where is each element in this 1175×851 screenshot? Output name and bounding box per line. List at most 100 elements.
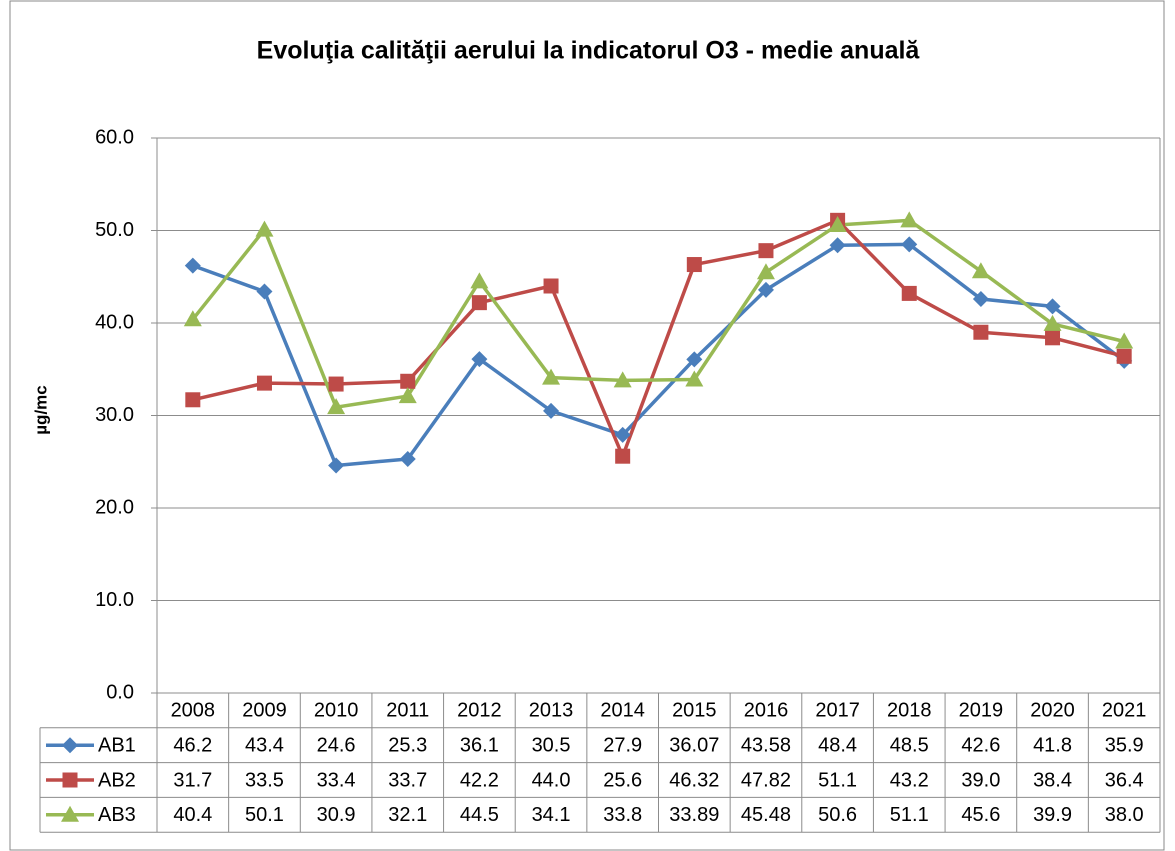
series-line — [192, 242, 1126, 468]
marker — [184, 257, 201, 274]
marker — [972, 290, 989, 307]
table-value: 38.0 — [1105, 804, 1144, 826]
table-value: 44.5 — [460, 804, 499, 826]
marker — [686, 257, 702, 273]
table-value: 33.89 — [669, 804, 719, 826]
marker — [328, 376, 344, 392]
table-value: 31.7 — [173, 769, 212, 791]
legend-label: AB3 — [98, 804, 136, 826]
marker — [542, 368, 561, 385]
marker — [327, 398, 346, 415]
table-value: 35.9 — [1105, 734, 1144, 756]
marker — [758, 243, 774, 259]
x-tick-label: 2011 — [386, 700, 429, 722]
marker — [614, 426, 631, 443]
chart-title: Evoluţia calităţii aerului la indicatoru… — [257, 37, 921, 65]
legend-marker — [62, 737, 78, 754]
marker — [1044, 298, 1061, 315]
marker — [828, 215, 847, 232]
marker — [613, 371, 632, 388]
marker — [471, 351, 488, 368]
table-value: 43.4 — [245, 734, 284, 756]
marker — [470, 272, 489, 289]
table-value: 41.8 — [1033, 734, 1072, 756]
table-value: 51.1 — [818, 769, 857, 791]
marker — [471, 295, 487, 311]
x-tick-label: 2019 — [959, 700, 1004, 722]
table-value: 36.1 — [460, 734, 499, 756]
marker — [256, 375, 272, 391]
x-tick-label: 2009 — [242, 700, 287, 722]
table-value: 30.5 — [532, 734, 571, 756]
table-value: 43.58 — [741, 734, 791, 756]
x-tick-label: 2016 — [744, 700, 789, 722]
y-axis-label: µg/mc — [31, 385, 50, 434]
x-tick-label: 2008 — [171, 700, 216, 722]
x-tick-label: 2020 — [1030, 700, 1075, 722]
x-tick-label: 2018 — [887, 700, 932, 722]
table-value: 43.2 — [890, 769, 929, 791]
table-value: 39.9 — [1033, 804, 1072, 826]
y-tick-label: 10.0 — [95, 589, 134, 611]
marker — [1115, 332, 1134, 349]
y-tick-label: 0.0 — [106, 681, 134, 703]
series-line — [191, 218, 1125, 409]
marker — [900, 211, 919, 228]
table-value: 48.5 — [890, 734, 929, 756]
marker — [399, 450, 416, 467]
x-tick-label: 2015 — [672, 700, 717, 722]
marker — [543, 402, 560, 419]
marker — [543, 278, 559, 294]
marker — [328, 457, 345, 474]
table-value: 42.6 — [961, 734, 1000, 756]
marker — [1045, 330, 1061, 346]
y-tick-label: 20.0 — [95, 496, 134, 518]
marker — [255, 220, 274, 237]
series-line — [192, 218, 1125, 458]
table-value: 46.2 — [173, 734, 212, 756]
x-tick-label: 2012 — [457, 700, 502, 722]
table-value: 48.4 — [818, 734, 857, 756]
table-value: 33.4 — [317, 769, 356, 791]
table-value: 36.4 — [1105, 769, 1144, 791]
table-value: 30.9 — [317, 804, 356, 826]
table-value: 50.1 — [245, 804, 284, 826]
table-value: 45.6 — [961, 804, 1000, 826]
marker — [256, 283, 273, 300]
marker — [901, 285, 917, 301]
table-value: 45.48 — [741, 804, 791, 826]
x-tick-label: 2014 — [600, 700, 645, 722]
table-value: 39.0 — [961, 769, 1000, 791]
table-value: 33.5 — [245, 769, 284, 791]
legend-label: AB1 — [98, 734, 136, 756]
marker — [1043, 314, 1062, 331]
table-value: 33.7 — [388, 769, 427, 791]
y-tick-label: 30.0 — [95, 404, 134, 426]
marker — [973, 324, 989, 340]
marker — [183, 310, 202, 327]
marker — [829, 237, 846, 254]
table-value: 32.1 — [388, 804, 427, 826]
table-value: 44.0 — [532, 769, 571, 791]
table-value: 42.2 — [460, 769, 499, 791]
y-tick-label: 60.0 — [95, 126, 134, 148]
table-value: 46.32 — [669, 769, 719, 791]
legend-marker — [62, 772, 78, 788]
x-tick-label: 2021 — [1102, 700, 1147, 722]
table-value: 25.6 — [603, 769, 642, 791]
marker — [901, 236, 918, 253]
y-tick-label: 40.0 — [95, 311, 134, 333]
legend-marker — [61, 805, 79, 822]
marker — [756, 263, 775, 280]
table-value: 34.1 — [532, 804, 571, 826]
x-tick-label: 2017 — [815, 700, 860, 722]
table-value: 38.4 — [1033, 769, 1072, 791]
table-value: 50.6 — [818, 804, 857, 826]
table-value: 33.8 — [603, 804, 642, 826]
x-tick-label: 2010 — [314, 700, 359, 722]
marker — [685, 370, 704, 387]
marker — [1116, 348, 1132, 364]
marker — [615, 448, 631, 464]
table-value: 40.4 — [173, 804, 212, 826]
